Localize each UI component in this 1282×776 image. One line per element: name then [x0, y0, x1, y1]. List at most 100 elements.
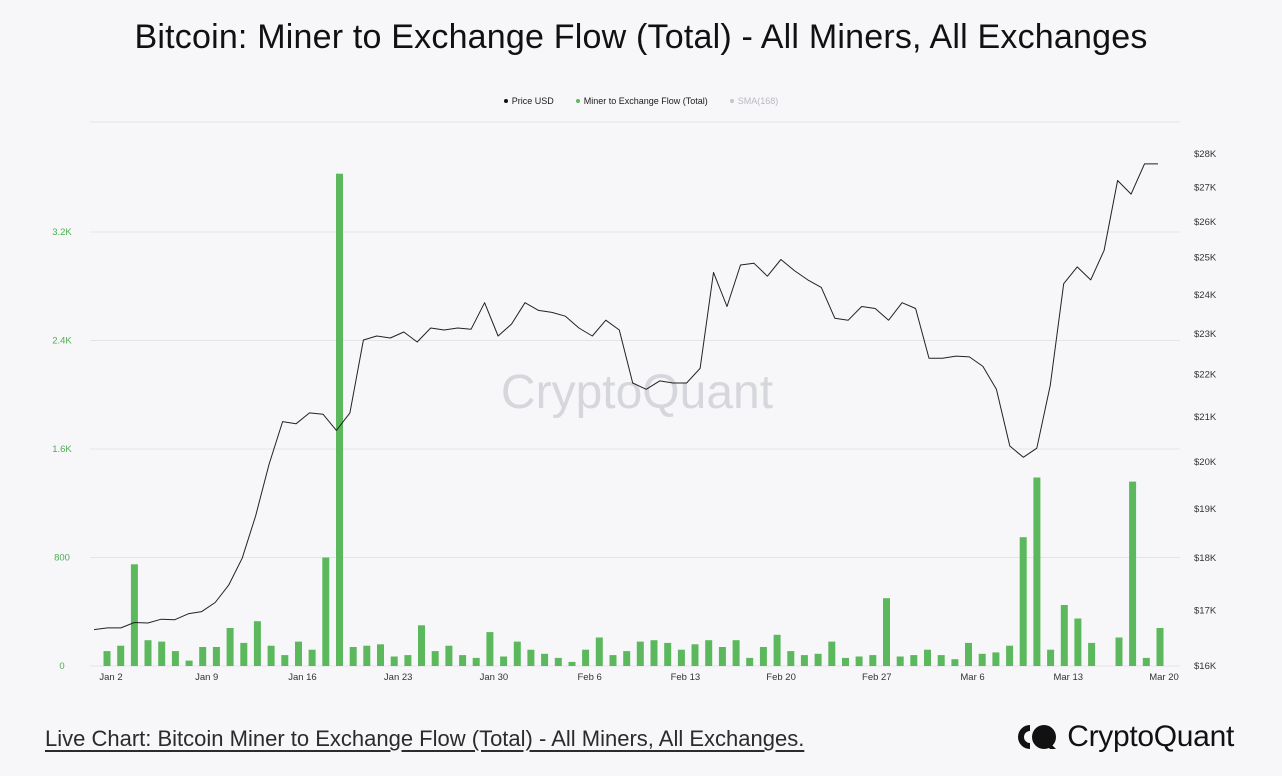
right-axis-tick-label: $18K	[1194, 553, 1217, 564]
flow-bar	[185, 660, 193, 666]
flow-bar	[568, 661, 576, 666]
flow-bar	[418, 625, 425, 666]
flow-bar	[896, 656, 904, 666]
legend-dot-flow-icon	[575, 99, 580, 103]
legend-item-flow[interactable]: Miner to Exchange Flow (Total)	[575, 96, 708, 106]
legend-item-price[interactable]: Price USD	[503, 96, 554, 106]
right-axis-tick-label: $28K	[1194, 149, 1217, 160]
page-title: Bitcoin: Miner to Exchange Flow (Total) …	[134, 18, 1148, 56]
flow-bar	[103, 651, 111, 666]
flow-bar	[759, 647, 767, 666]
price-line	[93, 163, 1158, 631]
chart-legend: Price USD Miner to Exchange Flow (Total)…	[0, 96, 1282, 106]
brand-logo: CryptoQuant	[1017, 720, 1234, 754]
legend-label-price: Price USD	[511, 96, 554, 106]
flow-bar	[404, 655, 412, 666]
flow-bar	[158, 641, 166, 666]
flow-bar	[459, 655, 467, 666]
flow-bar	[240, 642, 248, 666]
flow-bar	[390, 656, 398, 666]
flow-bar	[677, 649, 685, 666]
left-axis: 0 800 1.6K 2.4K 3.2K	[52, 227, 72, 672]
right-axis: $16K $17K $18K $19K $20K $21K $22K $23K $24K $25K…	[1194, 149, 1217, 672]
flow-bar	[842, 657, 849, 666]
right-axis-tick-label: $17K	[1194, 606, 1217, 617]
flow-bar	[705, 640, 713, 666]
right-axis-tick-label: $23K	[1194, 329, 1217, 340]
flow-bar	[732, 640, 740, 666]
chart-watermark: CryptoQuant	[501, 366, 773, 419]
flow-bar	[582, 649, 590, 666]
left-axis-tick-label: 2.4K	[52, 336, 72, 347]
x-axis-tick-label: Feb 27	[862, 672, 892, 683]
flow-bar	[1129, 481, 1137, 666]
right-axis-tick-label: $21K	[1194, 412, 1217, 423]
flow-bar	[746, 657, 754, 666]
flow-bar	[295, 641, 302, 666]
x-axis-tick-label: Feb 6	[577, 672, 601, 683]
right-axis-tick-label: $16K	[1194, 661, 1217, 672]
legend-dot-sma-icon	[729, 99, 734, 103]
flow-bar	[472, 657, 480, 666]
flow-bar	[500, 656, 508, 666]
flow-bar	[965, 642, 972, 666]
flow-bar	[363, 645, 371, 666]
flow-bar	[349, 647, 357, 666]
flow-bar	[253, 621, 261, 666]
x-axis-tick-label: Jan 2	[99, 672, 122, 683]
flow-bar	[445, 645, 453, 666]
flow-bar	[787, 651, 795, 666]
x-axis-tick-label: Jan 23	[384, 672, 413, 683]
flow-bar	[609, 655, 617, 666]
flow-bar	[1156, 628, 1164, 666]
flow-bar	[992, 652, 1000, 666]
flow-bar	[486, 632, 494, 666]
flow-bar	[718, 647, 726, 666]
flow-bar	[636, 641, 644, 666]
flow-bar	[595, 637, 603, 666]
x-axis-tick-label: Jan 30	[480, 672, 509, 683]
flow-bar	[1019, 537, 1027, 666]
legend-label-sma: SMA(168)	[737, 96, 779, 106]
flow-bar	[1142, 657, 1150, 666]
flow-bar	[513, 641, 521, 666]
right-axis-tick-label: $22K	[1194, 370, 1217, 381]
flow-bar	[1006, 645, 1014, 666]
legend-item-sma[interactable]: SMA(168)	[729, 96, 779, 106]
x-axis-tick-label: Feb 20	[766, 672, 796, 683]
flow-bar	[212, 647, 220, 666]
flow-bar	[869, 655, 877, 666]
flow-bar	[226, 628, 234, 666]
flow-bar	[144, 640, 152, 666]
flow-bar	[171, 651, 179, 666]
flow-bar	[1047, 649, 1055, 666]
flow-bar	[691, 644, 699, 666]
flow-bar	[527, 649, 535, 666]
x-axis-tick-label: Feb 13	[671, 672, 701, 683]
flow-bar	[199, 647, 207, 666]
x-axis-tick-label: Mar 13	[1053, 672, 1083, 683]
flow-bar	[281, 655, 289, 666]
legend-label-flow: Miner to Exchange Flow (Total)	[583, 96, 708, 106]
flow-bar	[883, 598, 890, 666]
brand-name: CryptoQuant	[1067, 720, 1234, 753]
right-axis-tick-label: $19K	[1194, 504, 1217, 515]
left-axis-tick-label: 0	[59, 661, 64, 672]
right-axis-tick-label: $20K	[1194, 457, 1217, 468]
flow-bar	[554, 657, 562, 666]
flow-bar	[623, 651, 631, 666]
flow-bar	[937, 655, 945, 666]
live-chart-link[interactable]: Live Chart: Bitcoin Miner to Exchange Fl…	[45, 726, 805, 751]
flow-bar	[130, 564, 138, 666]
flow-bar	[773, 634, 781, 666]
x-axis-tick-label: Jan 16	[288, 672, 317, 683]
flow-bar	[814, 653, 822, 666]
left-axis-tick-label: 800	[54, 553, 70, 564]
right-axis-tick-label: $27K	[1194, 182, 1217, 193]
flow-bar	[664, 642, 672, 666]
bars-layer	[103, 173, 1164, 666]
flow-bar	[336, 173, 343, 666]
x-axis-tick-label: Mar 6	[960, 672, 984, 683]
flow-bar	[1074, 618, 1082, 666]
